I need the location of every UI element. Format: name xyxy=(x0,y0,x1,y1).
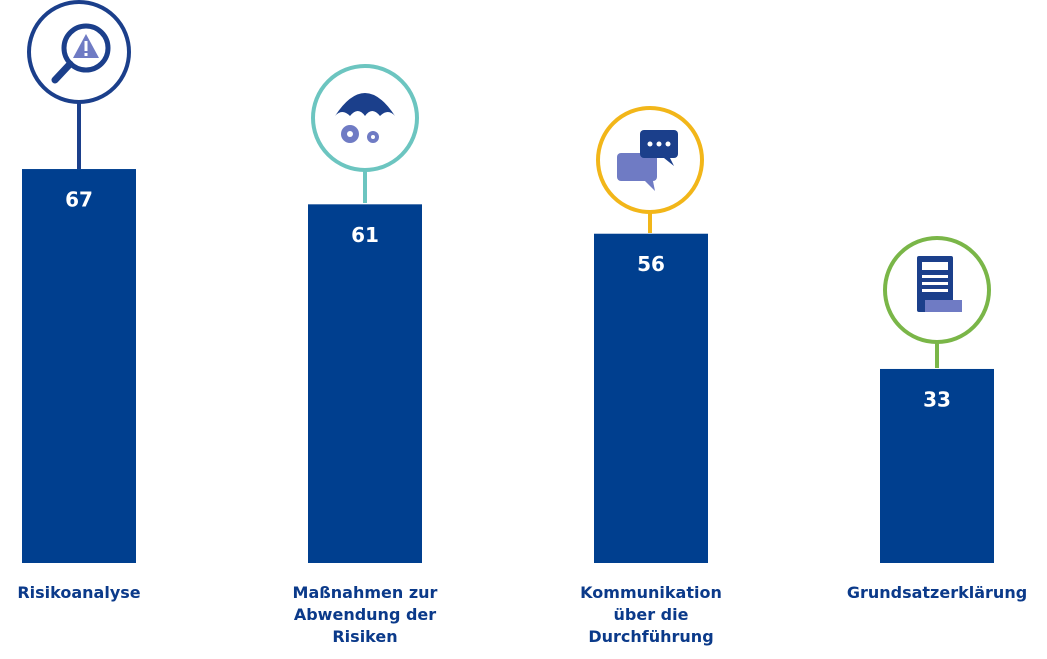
category-label: Maßnahmen zur Abwendung der Risiken xyxy=(292,583,438,646)
icon-document xyxy=(883,236,991,368)
bar xyxy=(22,169,136,564)
icon-risk xyxy=(27,0,131,169)
value-label: 61 xyxy=(351,223,379,247)
icon-umbrella xyxy=(311,64,419,203)
value-label: 33 xyxy=(923,387,951,411)
value-label: 56 xyxy=(637,252,665,276)
category-label: Risikoanalyse xyxy=(17,583,141,602)
icon-chat xyxy=(596,106,704,233)
bar xyxy=(308,204,422,563)
category-label: Kommunikation über die Durchführung xyxy=(580,583,722,646)
value-label: 67 xyxy=(65,188,93,212)
category-label: Grundsatzerklärung xyxy=(846,583,1028,602)
bar xyxy=(594,233,708,563)
bar xyxy=(880,368,994,563)
